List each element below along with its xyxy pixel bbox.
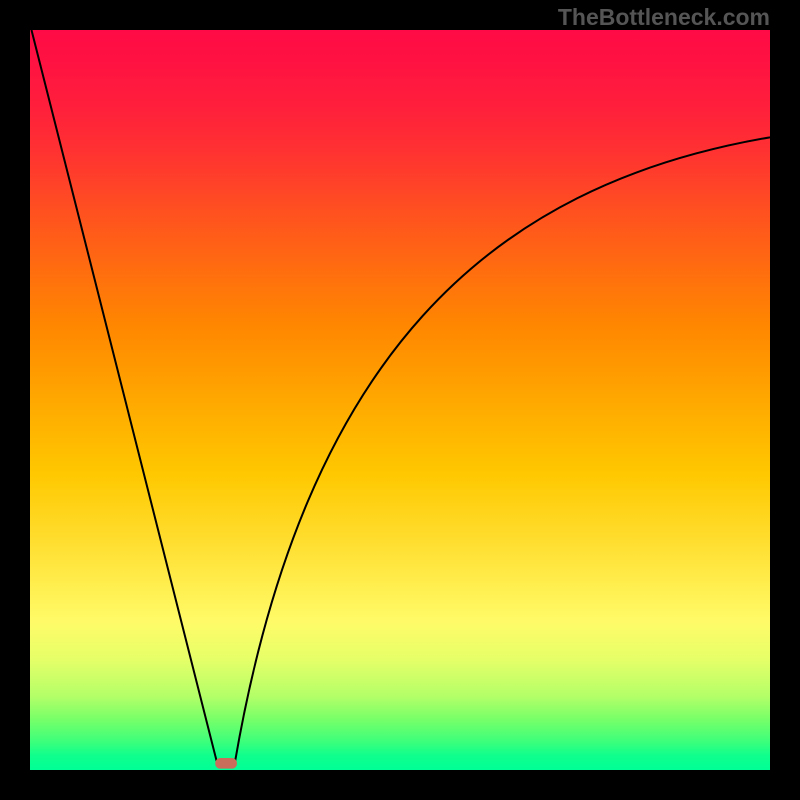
bottleneck-curve [30,30,770,770]
chart-container: TheBottleneck.com [0,0,800,800]
minimum-marker [216,759,237,769]
watermark-text: TheBottleneck.com [558,4,770,31]
plot-area [30,30,770,770]
bottleneck-curve-path [31,30,770,766]
